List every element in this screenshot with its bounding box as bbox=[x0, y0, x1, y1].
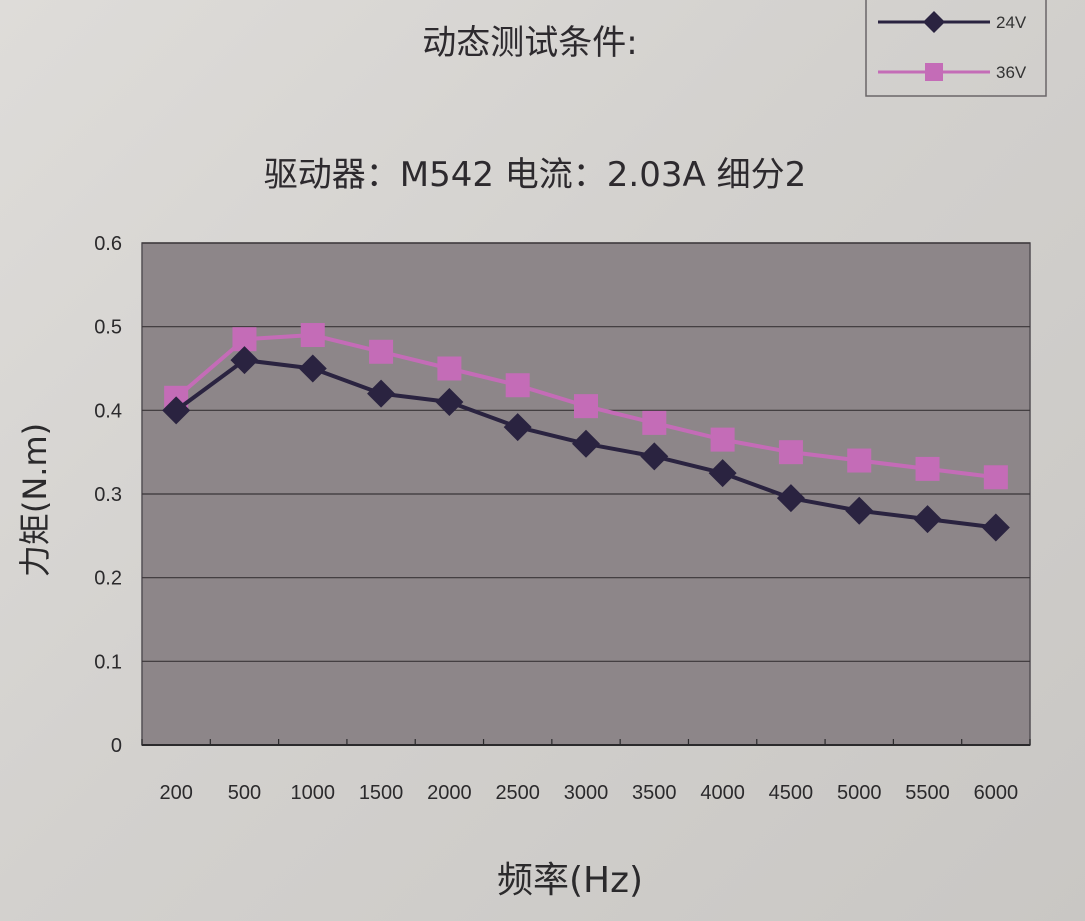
data-point bbox=[915, 456, 940, 481]
data-point bbox=[505, 373, 530, 398]
legend-entry-36V: 36V bbox=[878, 63, 1027, 82]
data-point bbox=[847, 448, 872, 473]
series-layer bbox=[162, 323, 1010, 542]
data-point bbox=[640, 442, 669, 471]
data-point bbox=[913, 505, 942, 534]
x-tick-label: 5500 bbox=[905, 782, 950, 804]
data-point bbox=[503, 413, 532, 442]
data-point bbox=[983, 465, 1008, 490]
data-point bbox=[574, 394, 598, 419]
x-axis-label: 频率(Hz) bbox=[497, 860, 643, 901]
x-tick-label: 3500 bbox=[632, 782, 677, 804]
legend-marker bbox=[923, 11, 945, 33]
y-tick-label: 0.6 bbox=[94, 233, 122, 255]
data-point bbox=[708, 459, 737, 488]
data-point bbox=[642, 410, 667, 435]
y-tick-label: 0.1 bbox=[94, 651, 122, 673]
data-point bbox=[435, 387, 464, 416]
y-tick-label: 0.4 bbox=[94, 400, 122, 422]
x-tick-labels: 200 500 1000 1500 2000 2500 3000 3500 4000 4500 50… bbox=[159, 782, 1018, 804]
legend-label: 24V bbox=[996, 13, 1027, 32]
chart-subtitle: 驱动器：M542 电流：2.03A 细分2 bbox=[264, 155, 806, 195]
data-point bbox=[710, 427, 735, 452]
data-point bbox=[572, 429, 600, 458]
y-tick-label: 0.2 bbox=[94, 568, 122, 590]
data-point bbox=[437, 356, 462, 381]
x-tick-label: 2500 bbox=[495, 782, 540, 804]
legend-marker bbox=[925, 63, 943, 81]
legend-entry-24V: 24V bbox=[878, 11, 1027, 33]
x-tick-label: 4000 bbox=[700, 782, 745, 804]
legend: 24V 36V bbox=[865, 0, 1047, 97]
x-tick-label: 1000 bbox=[291, 782, 336, 804]
data-point bbox=[981, 513, 1010, 542]
legend-box bbox=[865, 0, 1047, 97]
x-tick-label: 4500 bbox=[769, 782, 814, 804]
y-tick-label: 0.3 bbox=[94, 484, 122, 506]
x-tick-label: 500 bbox=[228, 782, 261, 804]
series-36V bbox=[164, 323, 1008, 490]
y-axis-label: 力矩(N.m) bbox=[16, 423, 54, 577]
x-tick-label: 3000 bbox=[564, 782, 609, 804]
legend-label: 36V bbox=[996, 63, 1027, 82]
data-point bbox=[162, 396, 191, 425]
data-point bbox=[230, 346, 259, 375]
chart-title: 动态测试条件: bbox=[422, 23, 637, 63]
data-point bbox=[367, 379, 396, 408]
data-point bbox=[778, 440, 803, 465]
series-24V bbox=[162, 346, 1010, 542]
x-tick-label: 2000 bbox=[427, 782, 472, 804]
data-point bbox=[845, 496, 874, 525]
grid-lines bbox=[141, 242, 1031, 746]
data-point bbox=[369, 339, 394, 364]
y-tick-labels: 0 0.1 0.2 0.3 0.4 0.5 0.6 bbox=[94, 233, 122, 757]
data-point bbox=[776, 484, 805, 513]
x-tick-label: 6000 bbox=[974, 782, 1019, 804]
data-point bbox=[298, 354, 327, 383]
y-tick-label: 0 bbox=[111, 735, 122, 757]
x-tick-label: 1500 bbox=[359, 782, 404, 804]
y-tick-label: 0.5 bbox=[94, 317, 122, 339]
x-tick-label: 5000 bbox=[837, 782, 882, 804]
x-tick-label: 200 bbox=[159, 782, 192, 804]
data-point bbox=[300, 323, 325, 348]
